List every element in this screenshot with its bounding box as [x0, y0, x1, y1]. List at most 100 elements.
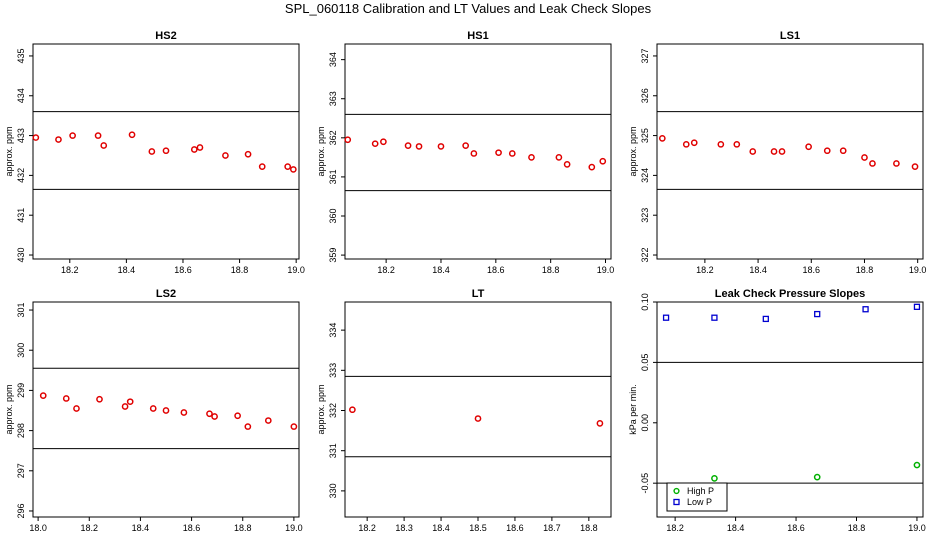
data-point	[805, 143, 812, 151]
data-point	[474, 415, 482, 422]
data-point	[778, 148, 786, 155]
data-point	[599, 157, 607, 165]
data-point	[234, 412, 241, 420]
x-tick-label: 19.0	[908, 523, 926, 533]
y-axis-label: kPa per min.	[628, 384, 638, 435]
x-tick-label: 18.8	[856, 265, 874, 275]
panel-leak-check-pressure-slopes: Leak Check Pressure Slopes 18.2 18.4 18.6 18…	[628, 288, 926, 533]
data-point	[869, 160, 876, 167]
panel-title: HS1	[467, 30, 488, 42]
data-point	[39, 392, 47, 399]
data-point	[762, 315, 769, 323]
legend-label: High P	[687, 486, 714, 496]
data-point	[588, 163, 596, 171]
panel-title: LT	[472, 288, 485, 300]
legend-marker	[673, 498, 680, 506]
plot-frame	[344, 301, 612, 518]
data-point	[69, 132, 76, 139]
y-tick-label: 364	[328, 52, 338, 67]
data-point	[911, 163, 919, 170]
figure-title: SPL_060118 Calibration and LT Values and…	[285, 1, 652, 16]
x-tick-label: 18.6	[487, 265, 505, 275]
y-axis-label: approx. ppm	[628, 126, 638, 176]
x-tick-label: 18.8	[848, 523, 866, 533]
x-tick-label: 18.6	[803, 265, 821, 275]
data-point	[100, 142, 108, 149]
data-point	[470, 150, 478, 157]
data-point	[284, 163, 292, 170]
data-point	[290, 423, 298, 430]
data-point	[211, 413, 218, 420]
x-tick-label: 18.8	[234, 523, 252, 533]
x-tick-label: 18.0	[29, 523, 47, 533]
data-point	[380, 138, 387, 146]
data-point	[349, 406, 356, 414]
data-point	[196, 144, 204, 151]
data-point	[893, 160, 900, 167]
panel-ls1: LS1 18.2 18.4 18.6 18.8 19.0 322 323 324 325 326 32…	[628, 30, 926, 275]
y-tick-label: 330	[328, 483, 338, 498]
data-point	[206, 410, 213, 418]
data-point	[149, 405, 157, 412]
x-tick-label: 18.6	[506, 523, 524, 533]
y-tick-label: 432	[16, 168, 26, 183]
data-point	[495, 149, 502, 157]
y-tick-label: 434	[16, 88, 26, 103]
y-tick-label: 300	[16, 343, 26, 358]
data-point	[404, 142, 412, 149]
y-tick-label: 431	[16, 208, 26, 223]
plot-frame	[32, 43, 300, 260]
x-tick-label: 18.2	[666, 523, 684, 533]
y-tick-label: 362	[328, 130, 338, 145]
y-tick-label: 430	[16, 248, 26, 263]
y-axis-label: approx. ppm	[316, 126, 326, 176]
panel-title: LS1	[780, 30, 800, 42]
data-point	[264, 417, 272, 424]
plot-frame	[656, 43, 924, 260]
data-point	[596, 420, 604, 427]
data-point	[913, 461, 921, 469]
data-point	[682, 140, 690, 148]
y-tick-label: 333	[328, 363, 338, 378]
x-tick-label: 18.5	[469, 523, 487, 533]
x-tick-label: 18.2	[377, 265, 395, 275]
y-tick-label: 334	[328, 323, 338, 338]
y-tick-label: 298	[16, 423, 26, 438]
y-axis-label: approx. ppm	[4, 384, 14, 434]
data-point	[555, 154, 563, 161]
y-tick-label: 297	[16, 463, 26, 478]
y-tick-label: 324	[640, 168, 650, 183]
data-point	[180, 409, 188, 416]
y-tick-label: -0.05	[640, 473, 650, 494]
data-point	[162, 147, 170, 155]
data-point	[73, 405, 80, 412]
data-point	[222, 152, 229, 159]
y-tick-label: 323	[640, 208, 650, 223]
data-point	[128, 131, 136, 139]
data-point	[711, 314, 718, 321]
y-tick-label: 363	[328, 91, 338, 106]
x-tick-label: 18.4	[432, 265, 450, 275]
chart-panels: HS2 18.2 18.4 18.6 18.8 19.0 430 431 432 433 434 43…	[4, 30, 926, 533]
data-point	[244, 150, 252, 158]
data-point	[839, 147, 847, 155]
x-tick-label: 19.0	[285, 523, 303, 533]
data-point	[528, 154, 535, 161]
plot-frame	[32, 301, 300, 518]
data-point	[770, 148, 778, 155]
legend-label: Low P	[687, 497, 712, 507]
y-tick-label: 326	[640, 88, 650, 103]
panel-hs1: HS1 18.2 18.4 18.6 18.8 19.0 359 360 361 362 363 36…	[316, 30, 614, 275]
data-point	[371, 140, 379, 148]
x-tick-label: 18.2	[61, 265, 79, 275]
y-tick-label: 435	[16, 48, 26, 63]
data-point	[32, 134, 40, 141]
x-tick-label: 18.8	[580, 523, 598, 533]
data-point	[162, 407, 170, 414]
data-point	[121, 403, 129, 410]
x-tick-label: 18.4	[132, 523, 150, 533]
y-tick-label: 301	[16, 303, 26, 318]
y-tick-label: 361	[328, 169, 338, 184]
data-point	[823, 147, 831, 155]
data-point	[690, 139, 698, 147]
